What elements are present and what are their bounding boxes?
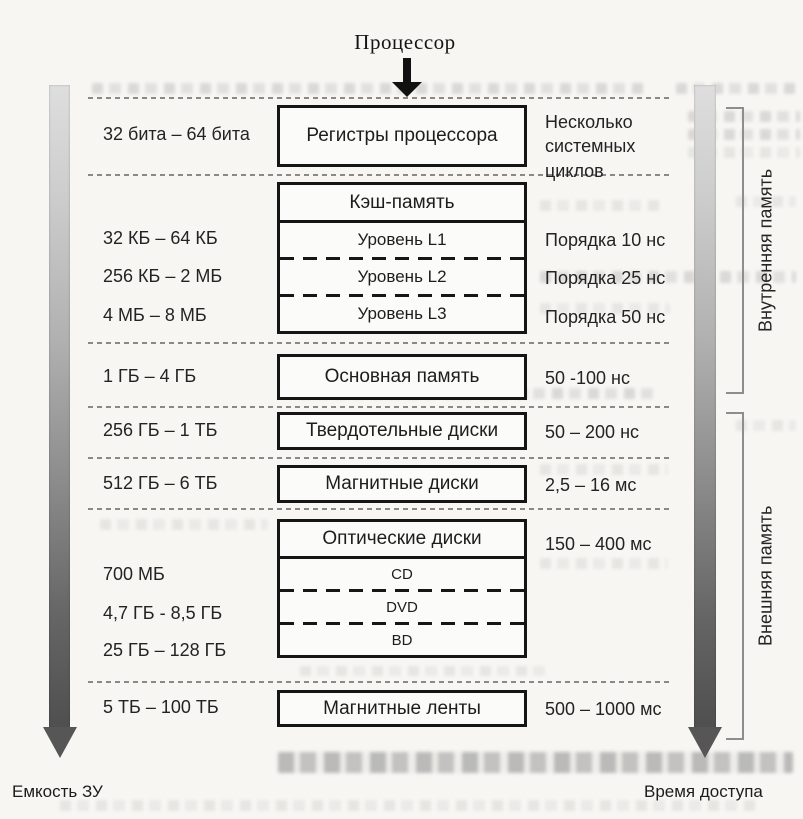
optical-level-separator — [280, 589, 524, 592]
capacity-axis-arrow-icon — [49, 85, 70, 729]
optical-box: Оптические диски CD DVD BD — [277, 519, 527, 658]
time-label-tapes: 500 – 1000 мс — [545, 699, 662, 719]
scan-artifact — [540, 200, 665, 211]
scan-artifact — [540, 464, 668, 475]
scan-artifact — [300, 666, 545, 676]
registers-box: Регистры процессора — [277, 105, 527, 167]
time-label-registers: Несколько системных циклов — [545, 112, 636, 181]
time-label-optical: 150 – 400 мс — [545, 534, 652, 554]
external-memory-label: Внешняя память — [755, 505, 776, 647]
optical-level-bd: BD — [391, 631, 413, 649]
main-memory-box: Основная память — [277, 354, 527, 400]
section-divider — [88, 174, 670, 176]
time-label-cache-l3: Порядка 50 нс — [545, 307, 666, 327]
section-divider — [88, 406, 670, 408]
cache-level-separator — [280, 294, 524, 297]
internal-memory-label: Внутренняя память — [755, 168, 776, 333]
time-axis-label: Время доступа — [644, 782, 763, 801]
capacity-label-cache-l2: 256 КБ – 2 МБ — [103, 266, 223, 286]
scan-artifact — [92, 83, 647, 94]
cache-level-l2: Уровень L2 — [357, 267, 447, 286]
capacity-label-registers: 32 бита – 64 бита — [103, 124, 250, 144]
time-axis-arrow-icon — [694, 85, 716, 729]
time-axis-arrow-head-icon — [688, 727, 722, 758]
scan-artifact — [688, 129, 800, 140]
scan-artifact — [60, 800, 760, 811]
hdd-box: Магнитные диски — [277, 465, 527, 503]
optical-level-dvd: DVD — [386, 598, 418, 616]
internal-memory-bracket — [742, 107, 744, 394]
scan-artifact — [278, 752, 793, 773]
tapes-box: Магнитные ленты — [277, 690, 527, 727]
main-memory-box-title: Основная память — [324, 366, 480, 387]
time-label-main-memory: 50 -100 нс — [545, 368, 630, 388]
capacity-axis-label: Емкость ЗУ — [12, 782, 103, 801]
section-divider — [88, 342, 670, 344]
external-memory-bracket-tick — [726, 738, 744, 740]
capacity-label-hdd: 512 ГБ – 6 ТБ — [103, 473, 218, 493]
time-label-cache-l2: Порядка 25 нс — [545, 268, 666, 288]
ssd-box: Твердотельные диски — [277, 412, 527, 450]
time-label-hdd: 2,5 – 16 мс — [545, 475, 637, 495]
cache-box: Кэш-память Уровень L1 Уровень L2 Уровень… — [277, 182, 527, 334]
cache-level-l1: Уровень L1 — [357, 230, 447, 249]
optical-level-cd: CD — [391, 565, 413, 583]
processor-down-arrow-icon — [403, 58, 411, 84]
cache-level-l3: Уровень L3 — [357, 304, 447, 323]
section-divider — [88, 681, 670, 683]
scan-artifact — [540, 271, 796, 283]
section-divider — [88, 97, 670, 99]
scan-artifact — [100, 519, 268, 530]
optical-level-separator — [280, 622, 524, 625]
internal-memory-bracket-tick — [726, 392, 744, 394]
scan-artifact — [540, 558, 668, 569]
capacity-axis-arrow-head-icon — [43, 727, 77, 758]
scan-artifact — [736, 420, 796, 431]
time-label-ssd: 50 – 200 нс — [545, 422, 640, 442]
optical-box-header: Оптические диски — [280, 522, 524, 559]
external-memory-bracket — [742, 412, 744, 740]
time-label-cache-l1: Порядка 10 нс — [545, 230, 666, 250]
capacity-label-main-memory: 1 ГБ – 4 ГБ — [103, 366, 197, 386]
cache-level-separator — [280, 257, 524, 260]
hdd-box-title: Магнитные диски — [325, 473, 479, 494]
ssd-box-title: Твердотельные диски — [305, 420, 499, 441]
cache-box-header: Кэш-память — [280, 185, 524, 223]
capacity-label-cd: 700 МБ — [103, 564, 165, 584]
scan-artifact — [688, 147, 800, 158]
processor-label: Процессор — [354, 30, 456, 54]
tapes-box-title: Магнитные ленты — [323, 697, 481, 719]
internal-memory-bracket-tick — [726, 107, 744, 109]
section-divider — [88, 457, 670, 459]
processor-down-arrow-head-icon — [392, 82, 422, 97]
capacity-label-bd: 25 ГБ – 128 ГБ — [103, 640, 227, 660]
capacity-label-ssd: 256 ГБ – 1 ТБ — [103, 420, 218, 440]
scan-artifact — [676, 83, 798, 94]
capacity-label-tapes: 5 ТБ – 100 ТБ — [103, 697, 219, 717]
capacity-label-cache-l3: 4 МБ – 8 МБ — [103, 305, 207, 325]
external-memory-bracket-tick — [726, 412, 744, 414]
scan-artifact — [540, 303, 670, 314]
capacity-label-dvd: 4,7 ГБ - 8,5 ГБ — [103, 603, 223, 623]
section-divider — [88, 508, 670, 510]
registers-box-title: Регистры процессора — [306, 125, 498, 146]
capacity-label-cache-l1: 32 КБ – 64 КБ — [103, 228, 218, 248]
scan-artifact — [688, 111, 800, 122]
scan-artifact — [736, 196, 796, 207]
